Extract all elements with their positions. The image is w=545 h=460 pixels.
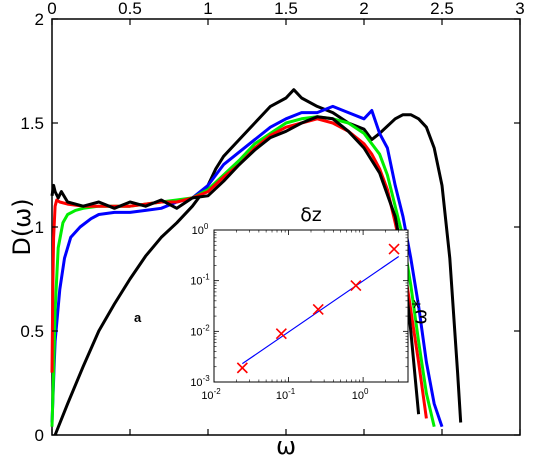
x-tick-label: 0 xyxy=(47,0,56,18)
inset-y-tick-label: 10-1 xyxy=(190,273,210,288)
x-tick-label: 0.5 xyxy=(118,0,142,18)
inset-marker xyxy=(236,362,248,374)
x-tick-label: 2.5 xyxy=(430,0,454,18)
series-line-3 xyxy=(50,115,436,428)
inset-y-label: ω* xyxy=(409,299,431,324)
main-ticks-group: 0 0.5 1 1.5 2 2.5 3 0 0.5 1 1.5 2 xyxy=(20,0,524,445)
inset-y-tick-label: 10-3 xyxy=(190,374,210,389)
inset-y-tick-label: 100 xyxy=(192,222,209,237)
inset-y-tick-label: 10-2 xyxy=(190,323,210,338)
x-tick-label: 1.5 xyxy=(274,0,298,18)
x-tick-label: 1 xyxy=(203,0,212,18)
x-tick-label: 2 xyxy=(359,0,368,18)
main-y-label: D(ω) xyxy=(8,198,36,255)
inset-x-tick-label: 10-1 xyxy=(276,387,296,402)
y-tick-label: 0.5 xyxy=(20,322,44,341)
inset-x-label: δz xyxy=(300,204,322,226)
main-x-label: ω xyxy=(276,432,296,460)
inset-fit-line xyxy=(242,255,400,365)
y-tick-label: 1 xyxy=(35,218,44,237)
y-tick-label: 0 xyxy=(35,426,44,445)
inset-x-tick-label: 100 xyxy=(352,387,369,402)
y-tick-label: 2 xyxy=(35,10,44,29)
x-tick-label: 3 xyxy=(515,0,524,18)
series-line-2 xyxy=(50,104,444,428)
inset-x-tick-label: 10-2 xyxy=(201,387,221,402)
series-line-1 xyxy=(53,88,463,436)
main-series-group xyxy=(50,88,463,436)
main-plot: 0 0.5 1 1.5 2 2.5 3 0 0.5 1 1.5 2 ω D(ω) a xyxy=(8,0,525,460)
inset-marker xyxy=(388,243,400,255)
inset-marker xyxy=(312,303,324,316)
inset-marker xyxy=(350,280,362,292)
inset-content-group xyxy=(236,243,400,374)
inset-marker xyxy=(275,328,287,340)
inset-background xyxy=(214,230,408,382)
annotation-a: a xyxy=(134,310,142,325)
series-line-5 xyxy=(50,115,421,415)
y-tick-label: 1.5 xyxy=(20,114,44,133)
